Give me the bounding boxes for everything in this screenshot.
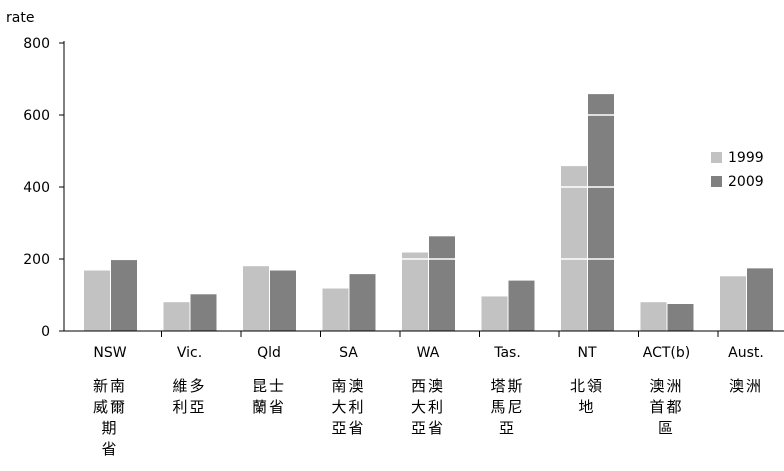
bar-NT-2009: [588, 94, 614, 332]
bar-SA-1999: [322, 288, 349, 331]
bar-NT-1999: [561, 166, 587, 331]
category-label-zh: 北領 地: [569, 377, 604, 416]
bar-NSW-1999: [84, 270, 110, 331]
bars: [84, 94, 773, 332]
x-tick-label: Vic.: [177, 345, 202, 361]
category-label-zh: 南澳 大利 亞省: [331, 377, 366, 437]
y-tick-label: 0: [41, 324, 50, 340]
legend-label: 1999: [728, 150, 764, 166]
category-label-zh: 澳洲: [728, 377, 763, 395]
bar-SA-2009: [349, 274, 376, 331]
bar-Aust.-1999: [720, 276, 746, 331]
x-tick-label: Qld: [257, 345, 281, 361]
bar-Vic.-2009: [190, 294, 217, 331]
y-axis-label: rate: [6, 10, 34, 26]
bar-Qld-1999: [243, 266, 269, 331]
bar-Tas.-2009: [508, 280, 535, 331]
x-axis: NSW Vic. Qld SA WA Tas. NT ACT(b) Aust.: [64, 330, 784, 361]
y-axis: 0 200 400 600 800: [23, 36, 65, 340]
bar-Aust.-2009: [747, 268, 773, 331]
legend-label: 2009: [728, 174, 764, 190]
bar-Tas.-1999: [481, 296, 508, 331]
y-tick-label: 400: [23, 180, 50, 196]
x-tick-label: NSW: [93, 345, 126, 361]
x-tick-label: Tas.: [493, 345, 521, 361]
bar-NSW-2009: [111, 260, 137, 331]
category-label-zh: 昆士 蘭省: [251, 377, 286, 416]
y-tick-label: 200: [23, 252, 50, 268]
bar-ACT(b)-1999: [640, 302, 667, 331]
bar-Qld-2009: [270, 270, 296, 331]
y-tick-label: 600: [23, 108, 50, 124]
bar-WA-1999: [402, 252, 428, 331]
category-label-zh: 澳洲 首都 區: [649, 377, 684, 437]
x-tick-label: ACT(b): [643, 345, 690, 361]
bar-WA-2009: [429, 236, 455, 331]
x-tick-label: NT: [577, 345, 596, 361]
y-tick-label: 800: [23, 36, 50, 52]
category-label-zh: 塔斯 馬尼 亞: [490, 377, 525, 437]
legend: 1999 2009: [711, 150, 764, 190]
legend-swatch: [711, 152, 722, 163]
category-label-zh: 西澳 大利 亞省: [410, 377, 445, 437]
bar-ACT(b)-2009: [667, 304, 694, 331]
category-label-zh: 維多 利亞: [172, 377, 207, 416]
legend-swatch: [711, 176, 722, 187]
x-tick-label: Aust.: [728, 345, 764, 361]
category-label-zh: 新南 威爾 期 省: [92, 377, 127, 458]
bar-Vic.-1999: [163, 302, 190, 331]
x-tick-label: WA: [417, 345, 440, 361]
x-tick-label: SA: [339, 345, 358, 361]
